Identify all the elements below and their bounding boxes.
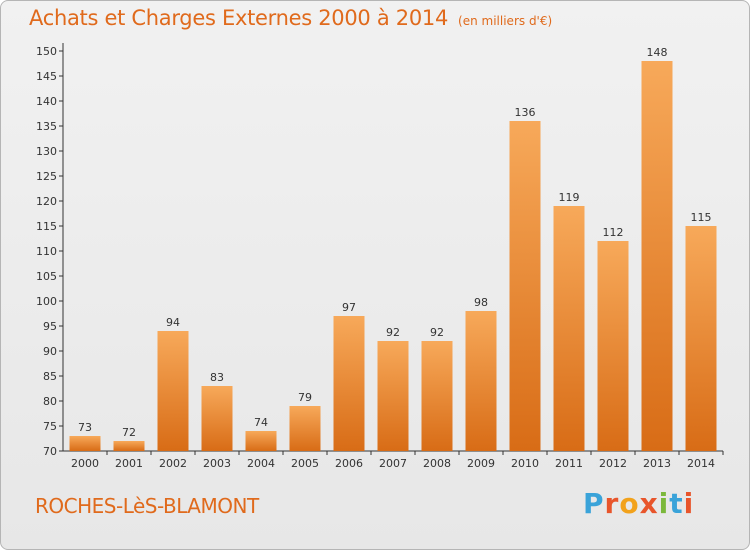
data-label-2004: 74	[254, 416, 268, 429]
bar-2004	[245, 431, 277, 451]
bar-2011	[553, 206, 585, 451]
data-label-2006: 97	[342, 301, 356, 314]
x-tick-label: 2013	[643, 457, 671, 470]
logo-letter: i	[683, 487, 695, 520]
chart-title: Achats et Charges Externes 2000 à 2014 (e…	[29, 6, 552, 30]
y-tick-label: 140	[36, 95, 57, 108]
x-tick-label: 2007	[379, 457, 407, 470]
y-tick-label: 120	[36, 195, 57, 208]
bar-2012	[597, 241, 629, 451]
x-tick-label: 2010	[511, 457, 539, 470]
x-tick-label: 2001	[115, 457, 143, 470]
y-tick-label: 85	[43, 370, 57, 383]
logo-letter: r	[604, 487, 620, 520]
chart-subtitle: (en milliers d'€)	[458, 14, 553, 28]
data-label-2013: 148	[647, 46, 668, 59]
bar-2008	[421, 341, 453, 451]
logo-letter: o	[619, 487, 640, 520]
y-tick-label: 70	[43, 445, 57, 458]
y-tick-label: 135	[36, 120, 57, 133]
bar-2003	[201, 386, 233, 451]
data-label-2007: 92	[386, 326, 400, 339]
x-tick-label: 2008	[423, 457, 451, 470]
bar-2013	[641, 61, 673, 451]
data-label-2005: 79	[298, 391, 312, 404]
data-label-2010: 136	[515, 106, 536, 119]
x-tick-label: 2012	[599, 457, 627, 470]
y-tick-label: 145	[36, 70, 57, 83]
chart-bars: 73 72 94 83 74 79 97 92 92 98 136 119 112 148 115	[69, 46, 717, 451]
x-tick-label: 2014	[687, 457, 715, 470]
y-tick-label: 100	[36, 295, 57, 308]
bar-2001	[113, 441, 145, 451]
data-label-2014: 115	[691, 211, 712, 224]
commune-name: ROCHES-LèS-BLAMONT	[35, 494, 259, 518]
data-label-2001: 72	[122, 426, 136, 439]
logo-letter: i	[658, 487, 670, 520]
y-tick-label: 150	[36, 45, 57, 58]
data-label-2000: 73	[78, 421, 92, 434]
bar-2000	[69, 436, 101, 451]
proxiti-logo[interactable]: Proxiti	[583, 487, 694, 520]
logo-letter: x	[639, 487, 659, 520]
data-label-2009: 98	[474, 296, 488, 309]
y-tick-label: 130	[36, 145, 57, 158]
bar-2014	[685, 226, 717, 451]
chart-title-text: Achats et Charges Externes 2000 à 2014	[29, 6, 449, 30]
data-label-2011: 119	[559, 191, 580, 204]
y-tick-label: 125	[36, 170, 57, 183]
y-tick-label: 110	[36, 245, 57, 258]
x-tick-label: 2006	[335, 457, 363, 470]
bar-2006	[333, 316, 365, 451]
chart-axes: 70 75 80 85 90 95 100 105 110 115 120 125 130 135 140 1…	[36, 43, 724, 470]
x-tick-label: 2004	[247, 457, 275, 470]
data-label-2002: 94	[166, 316, 180, 329]
x-tick-label: 2002	[159, 457, 187, 470]
bar-2009	[465, 311, 497, 451]
x-tick-label: 2005	[291, 457, 319, 470]
x-tick-label: 2009	[467, 457, 495, 470]
y-tick-label: 95	[43, 320, 57, 333]
bar-2007	[377, 341, 409, 451]
bar-2010	[509, 121, 541, 451]
x-tick-label: 2000	[71, 457, 99, 470]
bar-2005	[289, 406, 321, 451]
y-tick-label: 115	[36, 220, 57, 233]
y-tick-label: 105	[36, 270, 57, 283]
x-tick-label: 2011	[555, 457, 583, 470]
data-label-2003: 83	[210, 371, 224, 384]
y-tick-label: 90	[43, 345, 57, 358]
x-tick-label: 2003	[203, 457, 231, 470]
data-label-2012: 112	[603, 226, 624, 239]
logo-letter: t	[669, 487, 684, 520]
y-tick-label: 80	[43, 395, 57, 408]
logo-letter: P	[583, 487, 605, 520]
bar-2002	[157, 331, 189, 451]
y-tick-label: 75	[43, 420, 57, 433]
data-label-2008: 92	[430, 326, 444, 339]
